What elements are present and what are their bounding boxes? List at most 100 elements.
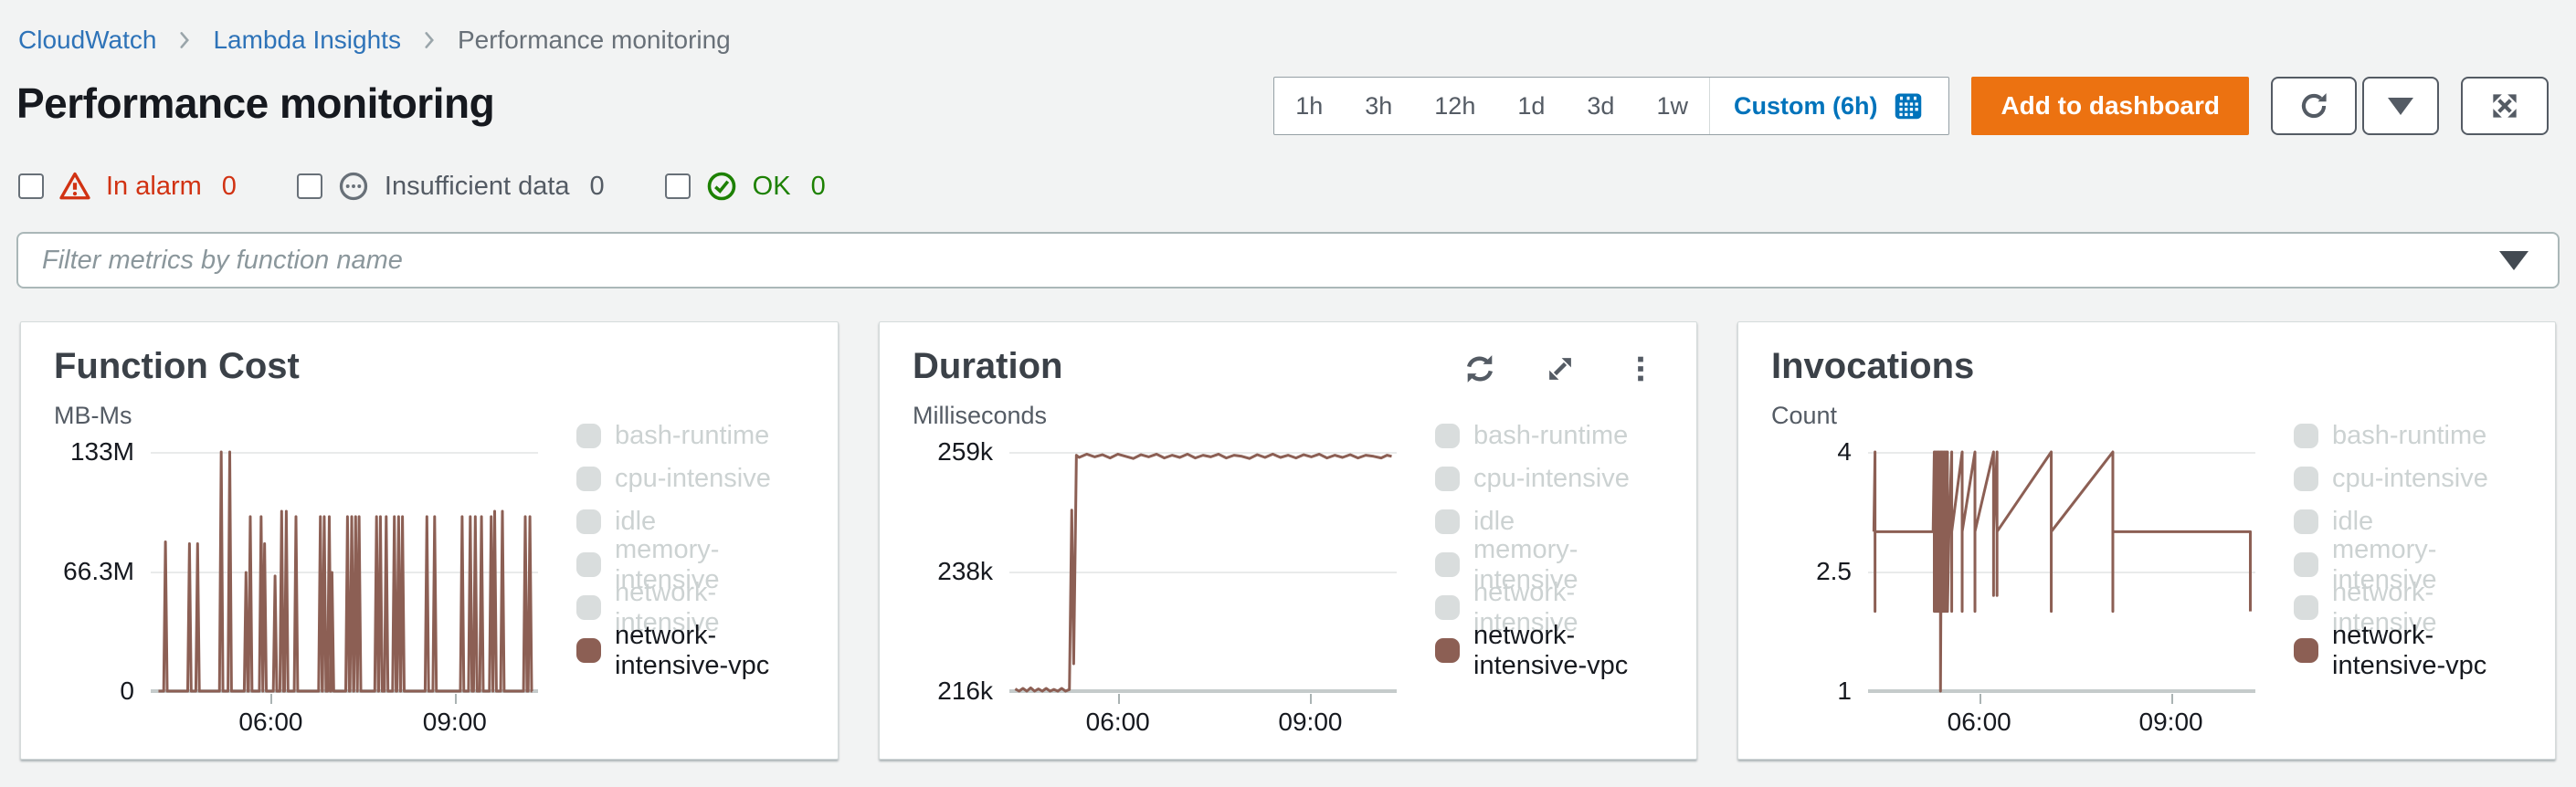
chart-expand-button[interactable] <box>1543 352 1578 386</box>
ok-checkbox[interactable] <box>664 173 691 199</box>
x-axis-tick: 09:00 <box>422 708 487 736</box>
chart-refresh-button[interactable] <box>1462 352 1497 386</box>
legend-label: cpu-intensive <box>1473 464 1630 493</box>
legend-item-cpu-intensive[interactable]: cpu-intensive <box>1435 464 1663 493</box>
legend-item-cpu-intensive[interactable]: cpu-intensive <box>2294 464 2522 493</box>
time-preset-1d[interactable]: 1d <box>1496 78 1566 134</box>
insufficient-data-checkbox[interactable] <box>296 173 322 199</box>
legend-label: memory-intensive <box>2332 534 2437 594</box>
metric-filter-input[interactable] <box>18 234 2499 287</box>
legend-item-bash-runtime[interactable]: bash-runtime <box>576 421 805 450</box>
vertical-ellipsis-icon <box>1638 356 1643 382</box>
legend-label: network-intensive <box>615 577 720 637</box>
chart-title: Function Cost <box>54 346 300 386</box>
x-axis-tick: 09:00 <box>2138 708 2203 736</box>
fullscreen-button[interactable] <box>2461 77 2549 135</box>
legend-swatch <box>2294 509 2318 534</box>
legend-item-network-intensive-vpc[interactable]: network-intensive-vpc <box>2294 621 2522 680</box>
breadcrumb-link-lambda-insights[interactable]: Lambda Insights <box>213 26 401 54</box>
y-axis-unit: MB-Ms <box>54 402 132 429</box>
legend-swatch <box>1435 509 1460 534</box>
time-preset-3h[interactable]: 3h <box>1344 78 1413 134</box>
chart-toolbar <box>1462 352 1658 386</box>
time-preset-1w[interactable]: 1w <box>1635 78 1709 134</box>
ok-count: 0 <box>810 171 826 201</box>
legend-item-network-intensive-vpc[interactable]: network-intensive-vpc <box>576 621 805 680</box>
legend-item-memory-intensive[interactable]: memory-intensive <box>1435 535 1663 594</box>
legend-item-idle[interactable]: idle <box>2294 507 2522 536</box>
series-line-network-intensive-vpc <box>1874 452 2250 691</box>
legend-label: bash-runtime <box>615 421 770 450</box>
breadcrumb: CloudWatch Lambda Insights Performance m… <box>18 26 731 55</box>
time-controls: 1h 3h 12h 1d 3d 1w Custom (6h) Add to da… <box>1273 77 2549 135</box>
ok-icon <box>707 172 735 201</box>
in-alarm-checkbox[interactable] <box>18 173 44 199</box>
chevron-right-icon <box>180 32 190 48</box>
x-axis-tick: 06:00 <box>1085 708 1150 736</box>
time-preset-12h[interactable]: 12h <box>1413 78 1496 134</box>
legend-label: idle <box>2332 507 2374 536</box>
breadcrumb-link-cloudwatch[interactable]: CloudWatch <box>18 26 157 54</box>
plot-area[interactable]: 06:00 09:00 <box>1868 452 2255 736</box>
refresh-button[interactable] <box>2271 77 2357 135</box>
insufficient-data-icon <box>339 172 368 201</box>
chart-card-function-cost: Function Cost MB-Ms 133M 66.3M 0 <box>20 321 839 760</box>
in-alarm-label: In alarm <box>106 171 202 201</box>
legend-item-idle[interactable]: idle <box>1435 507 1663 536</box>
chart-legend: bash-runtime cpu-intensive idle memory-inte… <box>538 398 805 691</box>
chart-canvas <box>151 452 538 691</box>
chart-card-duration: Duration <box>879 321 1697 760</box>
legend-item-bash-runtime[interactable]: bash-runtime <box>1435 421 1663 450</box>
legend-label: network-intensive <box>2332 577 2437 637</box>
expand-diagonal-icon <box>1549 358 1571 380</box>
in-alarm-icon <box>59 172 90 200</box>
fullscreen-icon <box>2493 94 2517 118</box>
charts-grid: Function Cost MB-Ms 133M 66.3M 0 <box>20 321 2556 760</box>
legend-label: memory-intensive <box>615 534 720 594</box>
series-line-network-intensive-vpc <box>158 452 532 691</box>
legend-swatch <box>576 424 601 448</box>
legend-swatch <box>2294 552 2318 577</box>
refresh-options-button[interactable] <box>2362 77 2439 135</box>
legend-item-idle[interactable]: idle <box>576 507 805 536</box>
legend-swatch <box>1435 638 1460 663</box>
legend-swatch <box>1435 467 1460 491</box>
chart-title: Duration <box>913 346 1063 386</box>
alarm-state-filters: In alarm 0 Insufficient data 0 OK 0 <box>18 170 826 203</box>
plot-area[interactable]: 06:00 09:00 <box>1009 452 1397 736</box>
insufficient-data-label: Insufficient data <box>384 171 570 201</box>
legend-item-cpu-intensive[interactable]: cpu-intensive <box>576 464 805 493</box>
legend-item-network-intensive[interactable]: network-intensive <box>2294 578 2522 637</box>
y-axis-ticks: 4 2.5 1 <box>1816 437 1852 705</box>
legend-item-memory-intensive[interactable]: memory-intensive <box>576 535 805 594</box>
refresh-split-button <box>2271 77 2439 135</box>
legend-label: network-intensive-vpc <box>1473 620 1629 680</box>
legend-item-network-intensive-vpc[interactable]: network-intensive-vpc <box>1435 621 1663 680</box>
legend-item-network-intensive[interactable]: network-intensive <box>1435 578 1663 637</box>
time-preset-3d[interactable]: 3d <box>1566 78 1635 134</box>
custom-time-range-button[interactable]: Custom (6h) <box>1708 78 1949 134</box>
legend-item-network-intensive[interactable]: network-intensive <box>576 578 805 637</box>
legend-label: cpu-intensive <box>615 464 771 493</box>
series-line-network-intensive-vpc <box>1015 454 1391 691</box>
chart-menu-button[interactable] <box>1623 352 1658 386</box>
legend-swatch <box>1435 552 1460 577</box>
caret-down-icon <box>2388 97 2413 115</box>
legend-item-memory-intensive[interactable]: memory-intensive <box>2294 535 2522 594</box>
legend-swatch <box>576 638 601 663</box>
x-axis-tick: 06:00 <box>1947 708 2011 736</box>
legend-item-bash-runtime[interactable]: bash-runtime <box>2294 421 2522 450</box>
legend-swatch <box>2294 595 2318 620</box>
add-to-dashboard-button[interactable]: Add to dashboard <box>1971 77 2249 135</box>
legend-swatch <box>2294 638 2318 663</box>
x-axis-tick: 09:00 <box>1278 708 1343 736</box>
time-range-segmented-control: 1h 3h 12h 1d 3d 1w Custom (6h) <box>1273 77 1950 135</box>
filter-dropdown-caret-icon[interactable] <box>2499 250 2528 270</box>
chart-legend: bash-runtime cpu-intensive idle memory-inte… <box>1397 398 1663 691</box>
insufficient-data-count: 0 <box>589 171 605 201</box>
sync-icon <box>1466 355 1494 383</box>
time-preset-1h[interactable]: 1h <box>1274 78 1344 134</box>
plot-area[interactable]: 06:00 09:00 <box>151 452 538 736</box>
legend-label: bash-runtime <box>1473 421 1629 450</box>
legend-label: network-intensive-vpc <box>615 620 770 680</box>
